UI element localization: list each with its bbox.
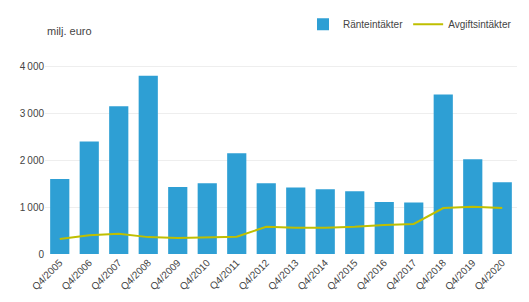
svg-text:Q4/2017: Q4/2017	[384, 257, 419, 292]
svg-text:Q4/2014: Q4/2014	[295, 257, 330, 292]
svg-text:Q4/2020: Q4/2020	[472, 257, 507, 292]
svg-text:Q4/2009: Q4/2009	[148, 257, 183, 292]
svg-text:Q4/2019: Q4/2019	[443, 257, 478, 292]
svg-text:Q4/2006: Q4/2006	[59, 257, 94, 292]
svg-text:Q4/2012: Q4/2012	[236, 257, 271, 292]
svg-text:Ränteintäkter: Ränteintäkter	[343, 19, 403, 30]
svg-text:Avgiftsintäkter: Avgiftsintäkter	[448, 19, 511, 30]
svg-text:4 000: 4 000	[20, 61, 45, 72]
svg-text:Q4/2015: Q4/2015	[325, 257, 360, 292]
svg-text:Q4/2008: Q4/2008	[118, 257, 153, 292]
svg-text:Q4/2018: Q4/2018	[413, 257, 448, 292]
svg-text:Q4/2016: Q4/2016	[354, 257, 389, 292]
svg-text:1 000: 1 000	[20, 202, 45, 213]
svg-text:Q4/2007: Q4/2007	[89, 257, 124, 292]
svg-text:0: 0	[38, 249, 44, 260]
svg-text:2 000: 2 000	[20, 155, 45, 166]
svg-text:Q4/2005: Q4/2005	[30, 257, 65, 292]
svg-text:3 000: 3 000	[20, 108, 45, 119]
svg-text:Q4/2011: Q4/2011	[207, 257, 242, 292]
svg-text:milj. euro: milj. euro	[47, 25, 92, 37]
svg-text:Q4/2010: Q4/2010	[177, 257, 212, 292]
svg-text:Q4/2013: Q4/2013	[266, 257, 301, 292]
